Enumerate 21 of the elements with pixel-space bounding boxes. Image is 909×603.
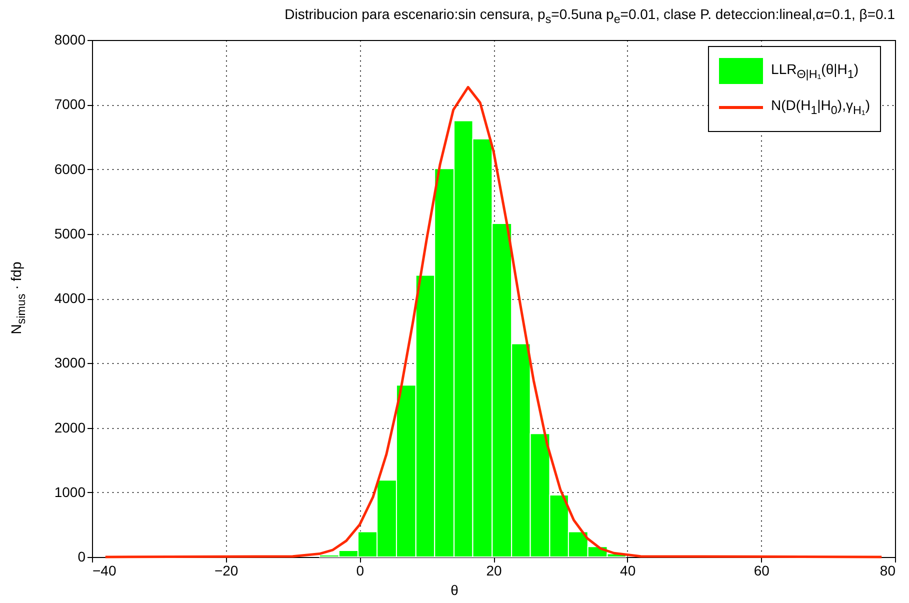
y-tick-label: 2000 bbox=[54, 419, 86, 436]
x-tick-label: −20 bbox=[214, 562, 238, 578]
y-tick-label: 4000 bbox=[54, 290, 86, 306]
x-tick-label: 40 bbox=[620, 562, 636, 578]
x-tick-label: 60 bbox=[754, 562, 770, 578]
y-tick-label: 5000 bbox=[54, 225, 86, 242]
legend-label: N(D(H$_{1}$|H$_{0}$),γ$_{H₁}$) bbox=[771, 97, 870, 117]
y-tick-label: 3000 bbox=[54, 354, 86, 371]
y-tick-label: 1000 bbox=[54, 484, 86, 500]
x-axis-title: θ bbox=[450, 582, 460, 598]
x-tick-label: 0 bbox=[356, 562, 364, 578]
line-series bbox=[104, 86, 883, 558]
x-tick-label: 80 bbox=[880, 562, 896, 578]
x-tick-label: 20 bbox=[486, 562, 502, 578]
legend-label: LLR$_{Θ|H₁}$(θ|H$_{1}$) bbox=[771, 61, 859, 81]
x-tick-label: −40 bbox=[92, 562, 116, 578]
y-tick-label: 0 bbox=[78, 548, 86, 564]
chart-title: Distribucion para escenario:sin censura, p$_{s}$=0.5una p$_{e}$=0.01, clase P. deteccion:lineal,α=0.1, β=0.1 bbox=[284, 6, 895, 26]
y-tick-label: 8000 bbox=[54, 32, 86, 48]
y-tick-label: 6000 bbox=[54, 160, 86, 177]
y-tick-label: 7000 bbox=[54, 96, 86, 112]
